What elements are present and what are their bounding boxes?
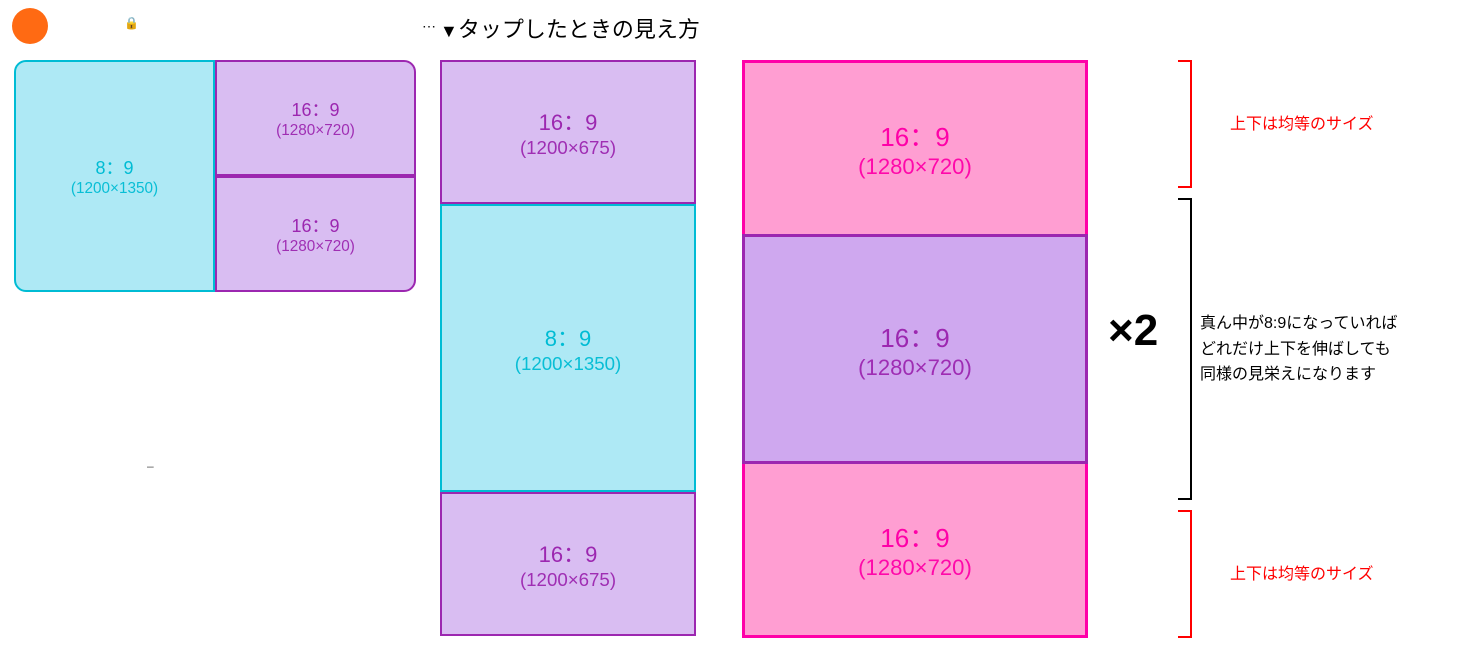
avatar[interactable] <box>12 8 48 44</box>
bracket-top <box>1178 60 1192 188</box>
dims-label: (1280×720) <box>276 122 355 140</box>
ratio-label: 8：9 <box>545 321 591 353</box>
panel-c-mid: 16：9 (1280×720) <box>742 234 1088 464</box>
panel-c-bot: 16：9 (1280×720) <box>742 464 1088 638</box>
bracket-bot <box>1178 510 1192 638</box>
panel-b-top: 16：9 (1200×675) <box>440 60 696 204</box>
panel-16-9-top: 16：9 (1280×720) <box>215 60 416 176</box>
lock-icon: 🔒 <box>124 16 139 30</box>
bracket-bot-label: 上下は均等のサイズ <box>1230 562 1374 588</box>
dims-label: (1280×720) <box>276 238 355 256</box>
dims-label: (1200×1350) <box>71 180 158 198</box>
panel-b-mid: 8：9 (1200×1350) <box>440 204 696 492</box>
ratio-label: 16：9 <box>880 318 949 355</box>
dims-label: (1200×675) <box>520 569 616 591</box>
layout-column-b: 16：9 (1200×675) 8：9 (1200×1350) 16：9 (12… <box>440 60 696 638</box>
ratio-label: 16：9 <box>880 518 949 555</box>
bracket-top-label: 上下は均等のサイズ <box>1230 112 1374 138</box>
multiplier-label: ×2 <box>1108 306 1158 356</box>
ratio-label: 16：9 <box>291 212 339 238</box>
panel-c-top: 16：9 (1280×720) <box>742 60 1088 234</box>
panel-stack: 16：9 (1280×720) 16：9 (1280×720) <box>215 60 416 292</box>
dims-label: (1280×720) <box>858 355 972 381</box>
dims-label: (1280×720) <box>858 555 972 581</box>
ratio-label: 16：9 <box>539 105 598 137</box>
dims-label: (1200×1350) <box>515 353 622 375</box>
page-title: ▼タップしたときの見え方 <box>440 12 700 44</box>
panel-16-9-bot: 16：9 (1280×720) <box>215 176 416 292</box>
ratio-label: 8：9 <box>95 154 133 180</box>
dims-label: (1280×720) <box>858 154 972 180</box>
layout-column-c: 16：9 (1280×720) 16：9 (1280×720) 16：9 (12… <box>742 60 1088 638</box>
dims-label: (1200×675) <box>520 137 616 159</box>
bracket-mid-label: 真ん中が8:9になっていれば どれだけ上下を伸ばしても 同様の見栄えになります <box>1200 311 1397 388</box>
panel-8-9: 8：9 (1200×1350) <box>14 60 215 292</box>
panel-b-bot: 16：9 (1200×675) <box>440 492 696 636</box>
ellipsis-icon[interactable]: ⋯ <box>422 18 437 35</box>
ratio-label: 16：9 <box>539 537 598 569</box>
ratio-label: 16：9 <box>880 117 949 154</box>
header-bar: 🔒 ⋯ <box>12 8 432 48</box>
dash-mark: – <box>147 459 154 473</box>
ratio-label: 16：9 <box>291 96 339 122</box>
layout-preview-small: 8：9 (1200×1350) 16：9 (1280×720) 16：9 (12… <box>14 60 416 292</box>
bracket-mid <box>1178 198 1192 500</box>
